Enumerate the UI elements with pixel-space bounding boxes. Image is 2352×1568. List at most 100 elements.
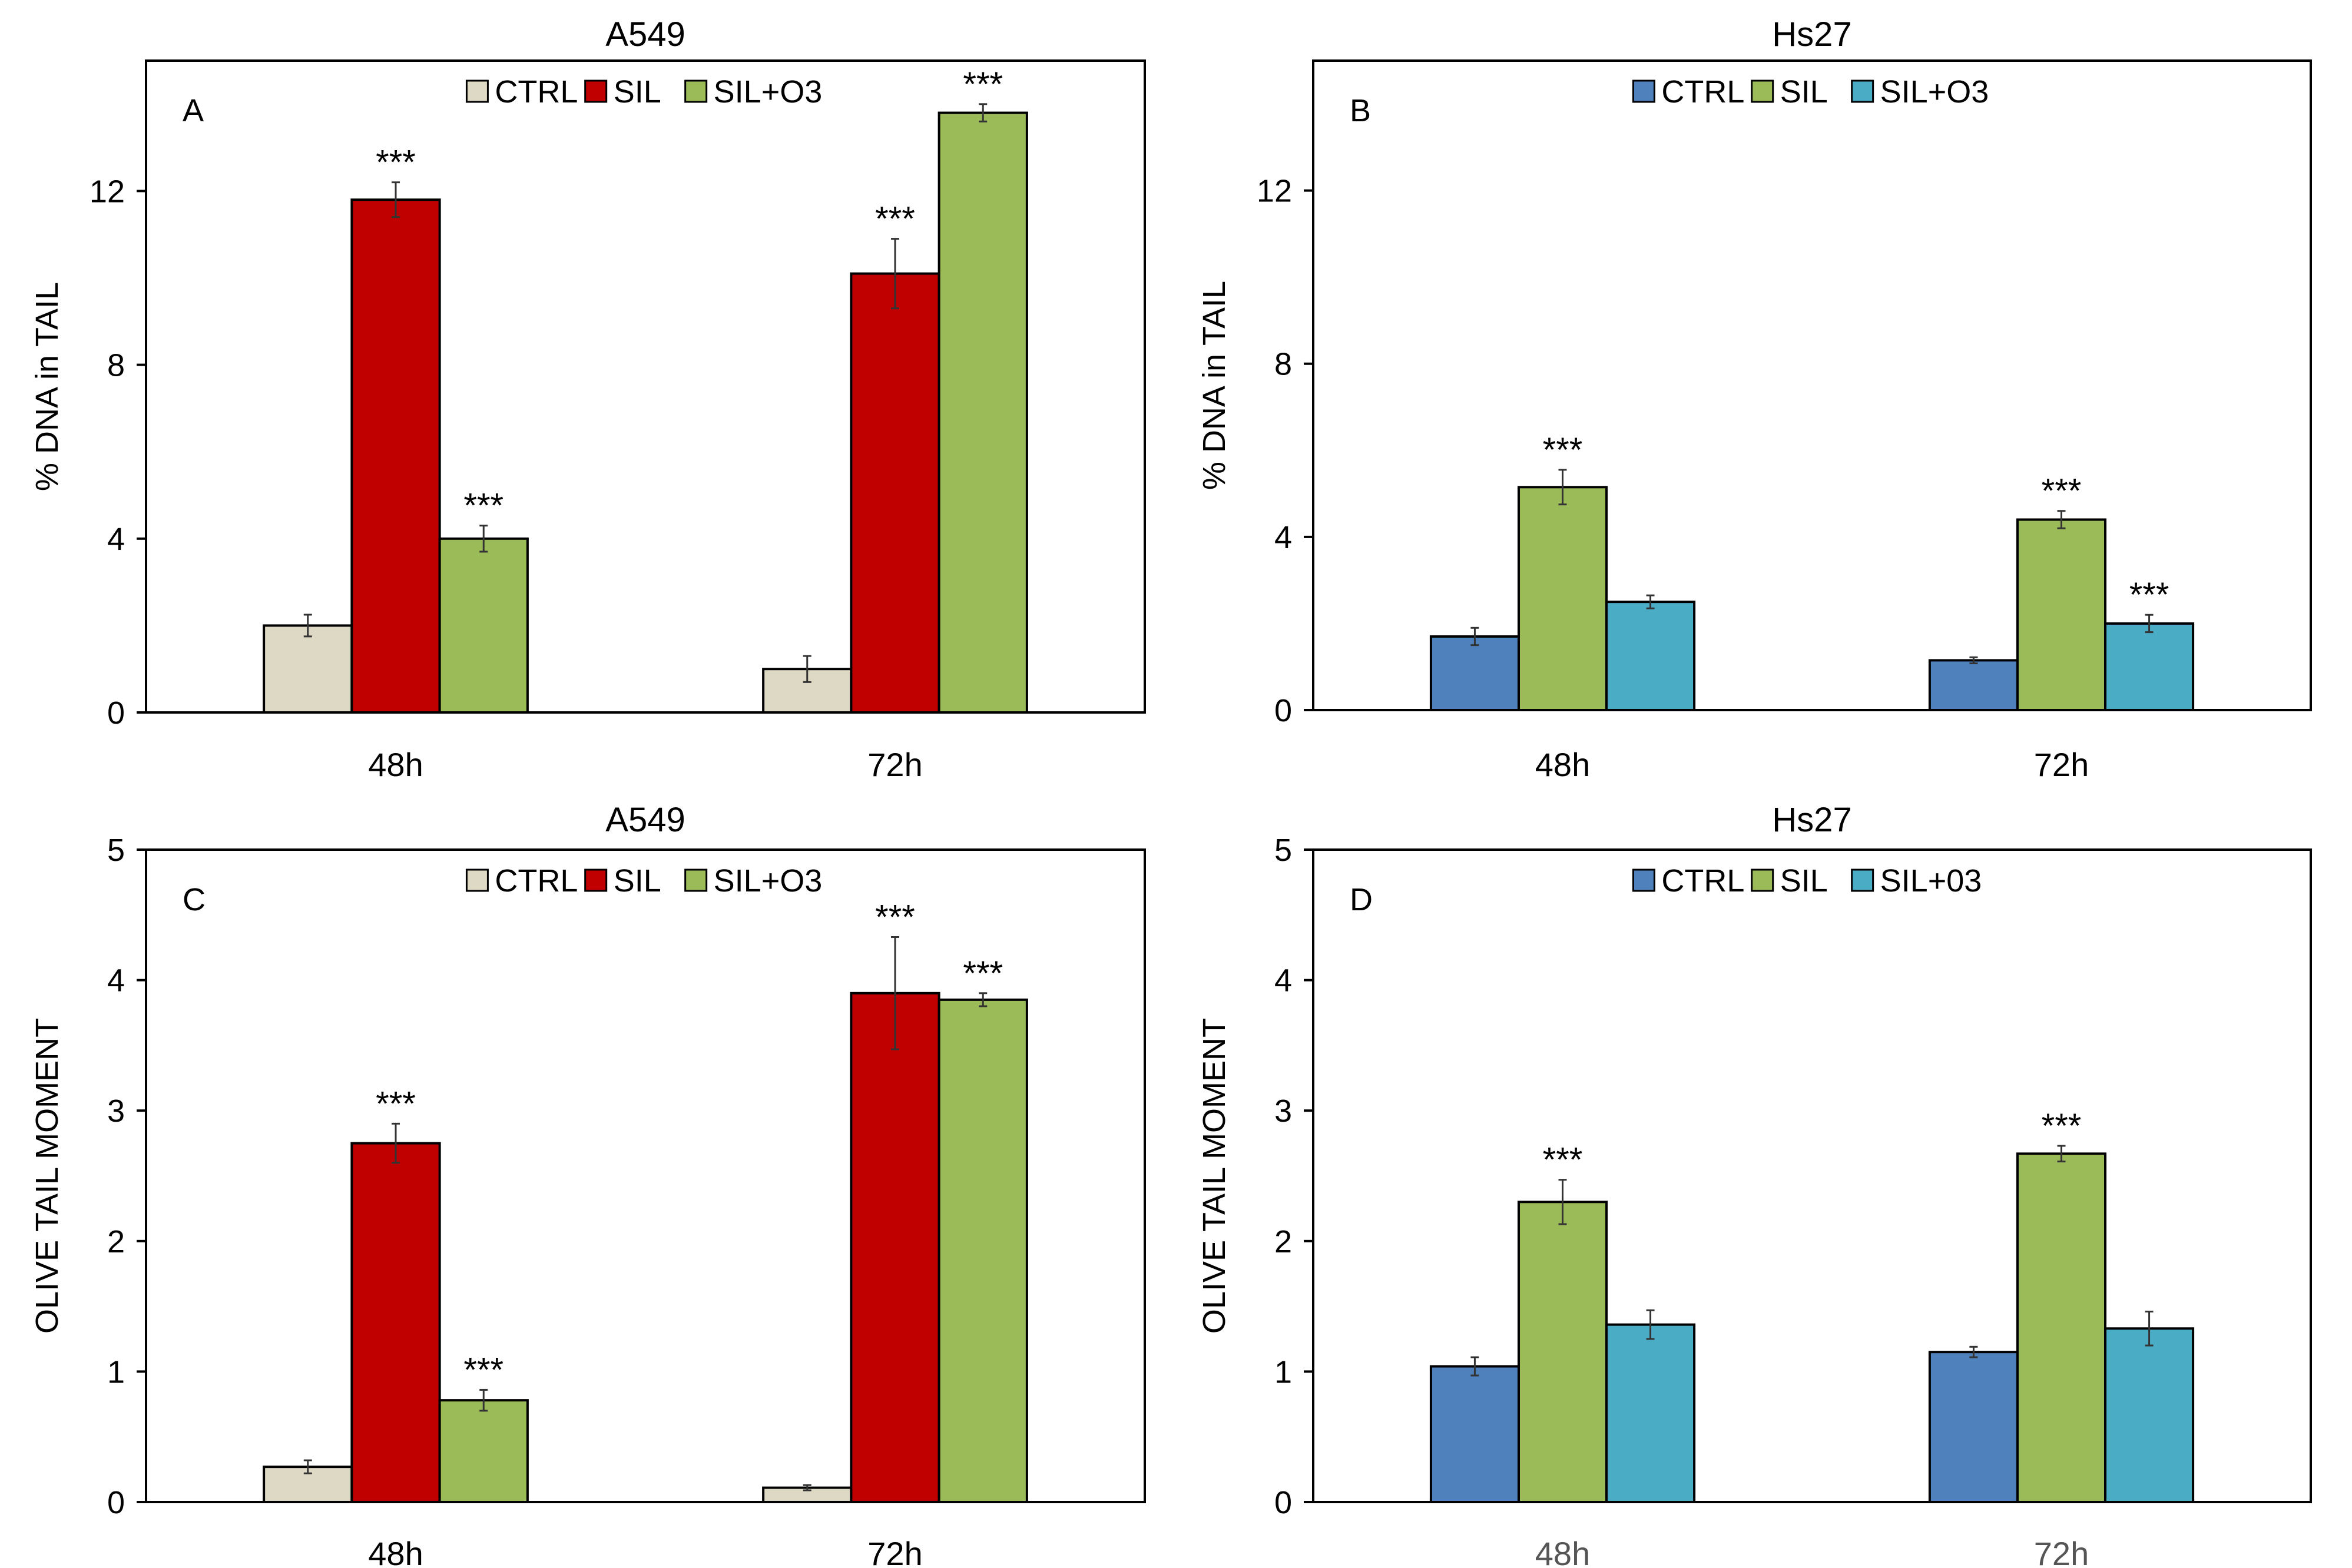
bar-sil-03-72h bbox=[2104, 1327, 2195, 1503]
y-tick-label: 0 bbox=[1274, 1485, 1292, 1520]
legend-label: SIL bbox=[614, 863, 661, 899]
x-tick-label: 72h bbox=[867, 746, 922, 783]
y-tick-label: 5 bbox=[107, 833, 125, 868]
y-tick-label: 4 bbox=[107, 963, 125, 999]
legend-swatch bbox=[465, 79, 489, 103]
y-axis-label: % DNA in TAIL bbox=[1197, 281, 1232, 490]
bar-ctrl-72h bbox=[1928, 659, 2019, 711]
bar-sil-72h bbox=[850, 272, 940, 714]
y-tick-label: 8 bbox=[107, 348, 125, 383]
bar-sil-48h bbox=[1517, 1201, 1608, 1503]
y-tick-label: 1 bbox=[107, 1354, 125, 1390]
significance-label: *** bbox=[963, 65, 1003, 104]
chart-panel-b: Hs27 B % DNA in TAIL 0 4 8 12 *** 48h *** *** 72h CT… bbox=[1197, 15, 2312, 783]
bar-sil-48h bbox=[1517, 486, 1608, 711]
significance-label: *** bbox=[463, 487, 503, 525]
x-tick-label: 48h bbox=[1535, 1535, 1590, 1568]
legend-swatch bbox=[1851, 868, 1874, 892]
y-axis-label: OLIVE TAIL MOMENT bbox=[29, 1018, 65, 1334]
y-tick-label: 2 bbox=[107, 1224, 125, 1259]
chart-title: A549 bbox=[605, 801, 685, 839]
plot-area bbox=[145, 59, 1146, 714]
panel-label: D bbox=[1350, 882, 1373, 917]
y-tick-label: 12 bbox=[90, 174, 125, 209]
x-tick-label: 72h bbox=[2034, 1535, 2089, 1568]
y-tick-label: 5 bbox=[1274, 833, 1292, 868]
bar-sil-72h bbox=[2016, 1152, 2107, 1503]
legend-swatch bbox=[465, 868, 489, 892]
chart-panel-c: A549 C OLIVE TAIL MOMENT 0 1 2 3 4 5 *** *** 48h ***… bbox=[29, 801, 1146, 1568]
bar-ctrl-48h bbox=[1429, 1365, 1520, 1503]
legend-label: SIL bbox=[1780, 863, 1828, 899]
chart-title: Hs27 bbox=[1772, 801, 1851, 839]
panel-label: C bbox=[183, 882, 206, 917]
legend-label: SIL+O3 bbox=[714, 863, 823, 899]
bar-sil-48h bbox=[350, 198, 441, 714]
y-axis-label: % DNA in TAIL bbox=[29, 282, 65, 491]
x-tick-label: 72h bbox=[2034, 746, 2089, 783]
legend: CTRL SIL SIL+03 bbox=[1632, 863, 1982, 899]
y-tick-label: 0 bbox=[107, 1485, 125, 1520]
y-tick-label: 4 bbox=[1274, 963, 1292, 999]
y-tick-label: 0 bbox=[107, 695, 125, 731]
legend-swatch bbox=[684, 79, 708, 103]
bar-sil-48h bbox=[350, 1142, 441, 1503]
chart-title: A549 bbox=[605, 15, 685, 54]
significance-label: *** bbox=[1543, 1141, 1583, 1179]
x-tick-label: 48h bbox=[368, 1535, 423, 1568]
y-tick-label: 12 bbox=[1257, 174, 1292, 209]
y-tick-label: 2 bbox=[1274, 1224, 1292, 1259]
legend: CTRL SIL SIL+O3 bbox=[465, 863, 823, 899]
significance-label: *** bbox=[2129, 576, 2169, 614]
y-axis-label: OLIVE TAIL MOMENT bbox=[1197, 1018, 1232, 1334]
legend: CTRL SIL SIL+O3 bbox=[465, 74, 823, 110]
bar-sil-03-48h bbox=[1605, 1323, 1696, 1504]
legend-swatch bbox=[1632, 868, 1655, 892]
legend-label: SIL+O3 bbox=[714, 74, 823, 110]
legend-label: SIL+03 bbox=[1880, 863, 1982, 899]
bar-sil-o3-48h bbox=[438, 1399, 529, 1504]
bar-sil-o3-48h bbox=[1605, 601, 1696, 712]
legend-swatch bbox=[1751, 868, 1774, 892]
panel-label: B bbox=[1350, 93, 1371, 128]
bar-sil-o3-72h bbox=[2104, 622, 2195, 712]
legend-swatch bbox=[1632, 79, 1655, 103]
bar-ctrl-48h bbox=[263, 624, 353, 714]
significance-label: *** bbox=[376, 144, 416, 182]
bar-ctrl-72h bbox=[1928, 1351, 2019, 1503]
bar-sil-o3-72h bbox=[938, 998, 1028, 1503]
bar-sil-72h bbox=[850, 992, 940, 1503]
significance-label: *** bbox=[875, 200, 915, 238]
y-tick-label: 3 bbox=[107, 1093, 125, 1129]
significance-label: *** bbox=[2042, 472, 2082, 510]
plot-area bbox=[1312, 59, 2312, 711]
legend-label: CTRL bbox=[1661, 863, 1744, 899]
x-tick-label: 72h bbox=[867, 1535, 922, 1568]
chart-panel-a: A549 A % DNA in TAIL 0 4 8 12 *** *** 48h *** *** 72… bbox=[29, 15, 1146, 783]
bar-sil-72h bbox=[2016, 518, 2107, 711]
panel-label: A bbox=[183, 93, 204, 128]
legend-swatch bbox=[1751, 79, 1774, 103]
y-tick-label: 1 bbox=[1274, 1354, 1292, 1390]
significance-label: *** bbox=[376, 1085, 416, 1123]
legend-label: SIL+O3 bbox=[1880, 74, 1989, 110]
y-tick-label: 4 bbox=[107, 522, 125, 557]
legend-swatch bbox=[684, 868, 708, 892]
y-tick-label: 8 bbox=[1274, 347, 1292, 382]
significance-label: *** bbox=[875, 898, 915, 936]
legend-swatch bbox=[1851, 79, 1874, 103]
plot-area bbox=[145, 848, 1146, 1503]
significance-label: *** bbox=[2042, 1107, 2082, 1145]
significance-label: *** bbox=[1543, 431, 1583, 469]
bar-ctrl-48h bbox=[1429, 635, 1520, 711]
legend-label: SIL bbox=[614, 74, 661, 110]
chart-panel-d: Hs27 D OLIVE TAIL MOMENT 0 1 2 3 4 5 *** 48h *** 72h… bbox=[1197, 801, 2312, 1568]
bar-sil-o3-48h bbox=[438, 537, 529, 714]
legend-label: CTRL bbox=[495, 863, 578, 899]
chart-title: Hs27 bbox=[1772, 15, 1851, 54]
plot-area bbox=[1312, 848, 2312, 1503]
legend-swatch bbox=[584, 868, 608, 892]
x-tick-label: 48h bbox=[1535, 746, 1590, 783]
y-tick-label: 3 bbox=[1274, 1093, 1292, 1129]
